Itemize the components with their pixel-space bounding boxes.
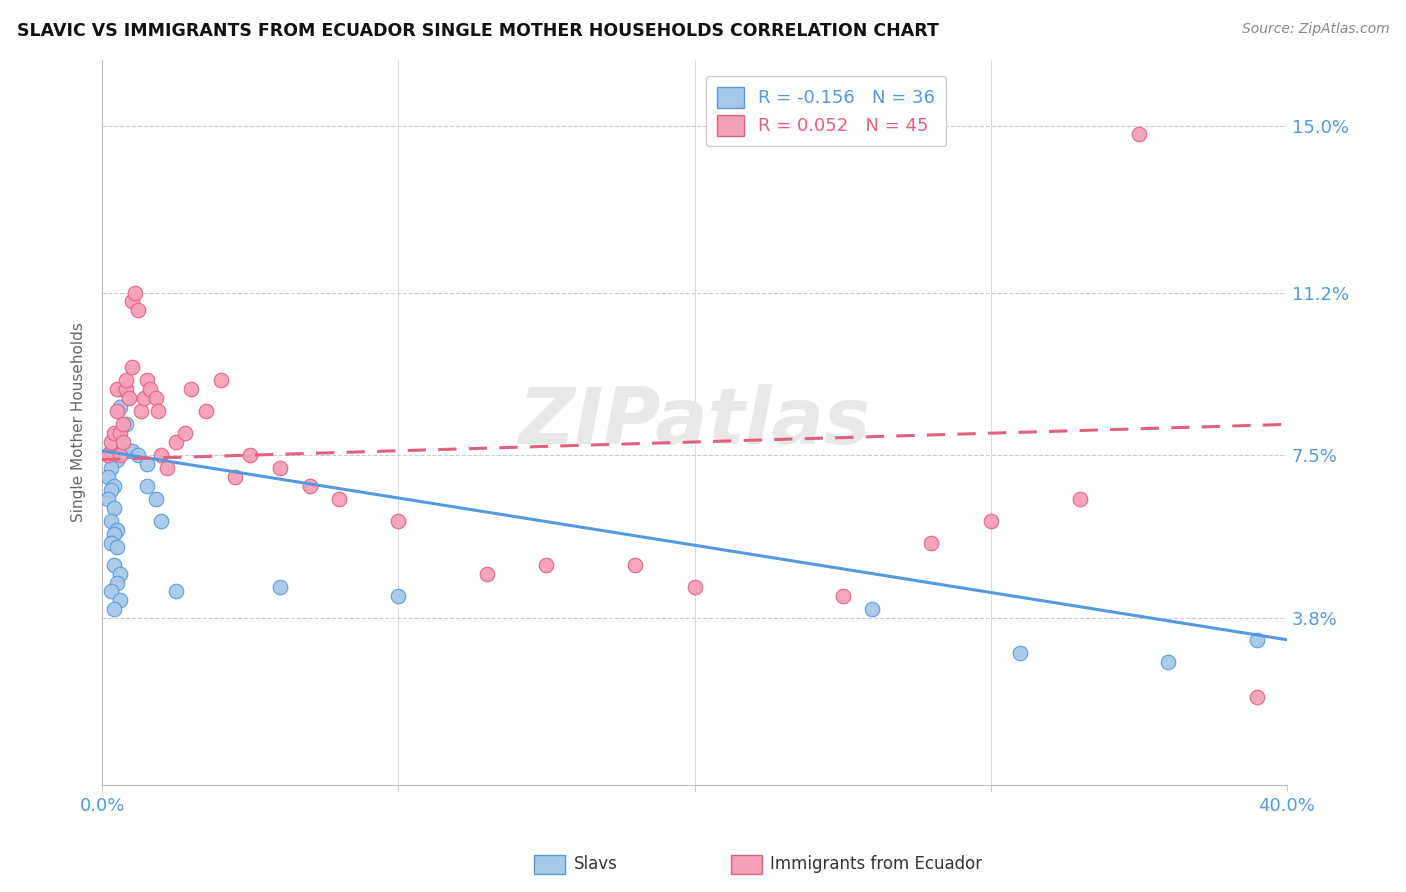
- Point: [132, 391, 155, 405]
- Point: [100, 483, 122, 498]
- Point: [269, 461, 291, 475]
- Point: [920, 536, 942, 550]
- Point: [860, 602, 883, 616]
- Point: [118, 391, 141, 405]
- Point: [135, 457, 157, 471]
- Point: [145, 391, 167, 405]
- Point: [129, 404, 152, 418]
- Text: ZIPatlas: ZIPatlas: [519, 384, 870, 460]
- Point: [1246, 690, 1268, 704]
- Point: [328, 492, 350, 507]
- Point: [1246, 632, 1268, 647]
- Point: [103, 479, 125, 493]
- Point: [100, 514, 122, 528]
- Point: [103, 527, 125, 541]
- Point: [138, 382, 160, 396]
- Point: [111, 382, 134, 396]
- Point: [536, 558, 558, 572]
- Point: [150, 448, 173, 462]
- Y-axis label: Single Mother Households: Single Mother Households: [72, 322, 86, 522]
- Point: [1069, 492, 1091, 507]
- Point: [97, 470, 120, 484]
- Point: [100, 443, 122, 458]
- Point: [980, 514, 1002, 528]
- Point: [105, 404, 128, 418]
- Point: [180, 382, 202, 396]
- Point: [97, 448, 120, 462]
- Point: [298, 479, 321, 493]
- Point: [115, 382, 138, 396]
- Point: [103, 558, 125, 572]
- Point: [387, 589, 409, 603]
- Point: [1157, 655, 1180, 669]
- Point: [194, 404, 217, 418]
- Point: [135, 373, 157, 387]
- Point: [105, 541, 128, 555]
- Point: [145, 492, 167, 507]
- Point: [831, 589, 853, 603]
- Point: [115, 443, 138, 458]
- Point: [209, 373, 232, 387]
- Point: [683, 580, 706, 594]
- Point: [165, 434, 187, 449]
- Point: [1010, 646, 1032, 660]
- Point: [127, 303, 149, 318]
- Point: [624, 558, 647, 572]
- Point: [165, 584, 187, 599]
- Point: [121, 294, 143, 309]
- Point: [387, 514, 409, 528]
- Point: [115, 373, 138, 387]
- Point: [477, 566, 499, 581]
- Point: [108, 566, 131, 581]
- Point: [108, 426, 131, 441]
- Point: [148, 404, 170, 418]
- Point: [103, 426, 125, 441]
- Point: [121, 360, 143, 375]
- Point: [269, 580, 291, 594]
- Point: [124, 285, 146, 300]
- Point: [224, 470, 246, 484]
- Point: [108, 593, 131, 607]
- Text: Slavs: Slavs: [574, 855, 617, 873]
- Point: [105, 575, 128, 590]
- Point: [103, 500, 125, 515]
- Point: [135, 479, 157, 493]
- Point: [174, 426, 197, 441]
- Text: SLAVIC VS IMMIGRANTS FROM ECUADOR SINGLE MOTHER HOUSEHOLDS CORRELATION CHART: SLAVIC VS IMMIGRANTS FROM ECUADOR SINGLE…: [17, 22, 939, 40]
- Point: [100, 536, 122, 550]
- Legend: R = -0.156   N = 36, R = 0.052   N = 45: R = -0.156 N = 36, R = 0.052 N = 45: [706, 76, 946, 146]
- Point: [111, 417, 134, 432]
- Point: [115, 417, 138, 432]
- Text: Immigrants from Ecuador: Immigrants from Ecuador: [770, 855, 983, 873]
- Point: [105, 382, 128, 396]
- Text: Source: ZipAtlas.com: Source: ZipAtlas.com: [1241, 22, 1389, 37]
- Point: [100, 434, 122, 449]
- Point: [111, 434, 134, 449]
- Point: [105, 452, 128, 467]
- Point: [100, 461, 122, 475]
- Point: [108, 400, 131, 414]
- Point: [97, 492, 120, 507]
- Point: [108, 448, 131, 462]
- Point: [1128, 128, 1150, 142]
- Point: [105, 523, 128, 537]
- Point: [156, 461, 179, 475]
- Point: [127, 448, 149, 462]
- Point: [100, 584, 122, 599]
- Point: [239, 448, 262, 462]
- Point: [103, 602, 125, 616]
- Point: [150, 514, 173, 528]
- Point: [121, 443, 143, 458]
